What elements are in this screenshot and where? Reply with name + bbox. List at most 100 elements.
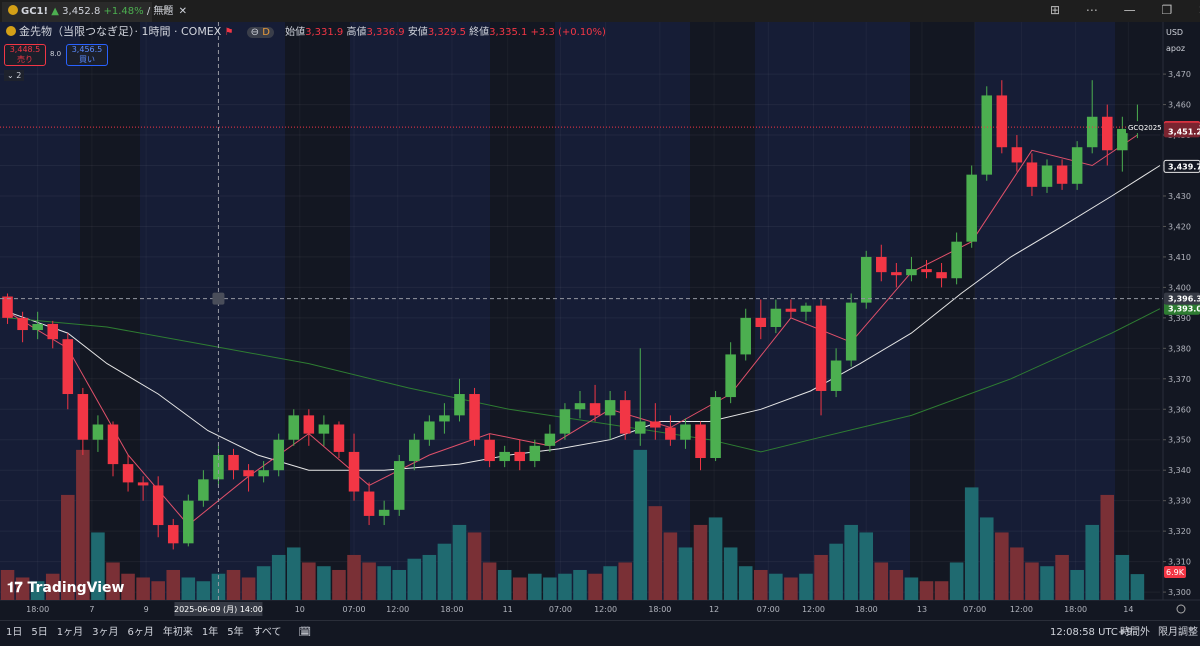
range-button[interactable]: 3ヶ月 xyxy=(92,627,119,638)
range-button[interactable]: 年初来 xyxy=(162,627,193,638)
volume-bar xyxy=(934,581,949,600)
volume-bar xyxy=(603,566,617,600)
tab-price: 3,452.8 xyxy=(62,6,101,17)
candle-body xyxy=(47,323,58,340)
volume-bar xyxy=(196,581,211,600)
candle-body xyxy=(288,415,300,440)
candle-body xyxy=(393,461,405,510)
candle-body xyxy=(860,256,872,303)
tab[interactable]: GC1! ▲ 3,452.8 +1.48% / 無題 ✕ xyxy=(2,2,187,22)
candle-body xyxy=(710,397,721,459)
range-button[interactable]: 1ヶ月 xyxy=(56,627,84,638)
candle-body xyxy=(424,421,435,440)
volume-bar xyxy=(949,562,964,600)
price-label: 3,439.7 xyxy=(1168,162,1200,171)
sell-button[interactable]: 3,448.5 売り xyxy=(4,44,46,66)
y-tick-label: 3,310 xyxy=(1168,558,1191,567)
candle-body xyxy=(996,95,1008,148)
volume-bar xyxy=(0,569,15,600)
candle-body xyxy=(92,424,104,440)
volume-bar xyxy=(407,558,422,600)
candle-body xyxy=(680,424,691,440)
candle-body xyxy=(77,394,89,440)
x-tick-label: 13 xyxy=(917,605,927,614)
adjust[interactable]: 限月調整 xyxy=(1158,627,1198,638)
candle-body xyxy=(755,317,767,327)
volume-bar xyxy=(332,569,346,600)
price-label: 3,396.3 xyxy=(1168,295,1200,304)
volume-bar xyxy=(663,532,678,600)
volume-bar xyxy=(317,566,331,600)
y-tick-label: 3,420 xyxy=(1168,222,1191,231)
candle-body xyxy=(604,400,616,416)
candle-body xyxy=(650,421,661,428)
candle-body xyxy=(936,272,947,279)
candle-body xyxy=(906,269,917,276)
session[interactable]: 時間外 xyxy=(1120,627,1150,638)
volume-bar xyxy=(979,517,994,600)
spread: 8.0 xyxy=(50,50,62,58)
volume-bar xyxy=(30,581,45,600)
candle-body xyxy=(318,424,330,434)
candle-body xyxy=(529,445,541,462)
volume-bar xyxy=(1070,569,1084,600)
volume-bar xyxy=(904,577,919,600)
sell-label: 売り xyxy=(17,55,33,64)
candle-body xyxy=(574,403,586,410)
crosshair-time-bg xyxy=(174,602,263,616)
volume-bar xyxy=(1010,547,1024,600)
logo: 𝟏𝟕 TradingView xyxy=(7,580,125,596)
indicator-toggle[interactable]: ⌄ 2 xyxy=(4,70,25,81)
x-tick-label: 12:00 xyxy=(802,605,825,614)
candle-body xyxy=(303,415,315,434)
range-button[interactable]: 5年 xyxy=(227,627,244,638)
y-tick-label: 3,370 xyxy=(1168,375,1191,384)
candle-body xyxy=(439,415,450,422)
buy-button[interactable]: 3,456.5 買い xyxy=(66,44,108,66)
candle-body xyxy=(1086,116,1098,148)
range-button[interactable]: 1日 xyxy=(6,627,23,638)
y-tick-label: 3,410 xyxy=(1168,253,1191,262)
currency[interactable]: USD xyxy=(1166,28,1184,37)
x-tick-label: 7 xyxy=(89,605,94,614)
change-value: +3.3 (+0.10%) xyxy=(530,27,606,38)
volume-bar xyxy=(919,581,934,600)
x-tick-label: 12:00 xyxy=(594,605,617,614)
y-tick-label: 3,350 xyxy=(1168,436,1191,445)
settings-icon[interactable] xyxy=(1176,604,1186,614)
new-tab[interactable]: + xyxy=(160,2,172,18)
user[interactable]: apoz xyxy=(1166,44,1186,53)
x-tick-label: 18:00 xyxy=(1064,605,1087,614)
candle-body xyxy=(815,305,827,391)
volume-bar xyxy=(769,573,783,600)
low-label: 安値 xyxy=(407,27,428,38)
volume-bar xyxy=(15,577,30,600)
volume-bar xyxy=(136,577,150,600)
volume-bar xyxy=(347,554,361,600)
candle-body xyxy=(167,525,179,544)
tab-title: / 無題 xyxy=(146,6,174,17)
volume-bar xyxy=(543,577,557,600)
volume-bar xyxy=(241,577,256,600)
range-button[interactable]: 6ヶ月 xyxy=(127,627,154,638)
candle-body xyxy=(981,95,993,175)
volume-bar xyxy=(889,569,904,600)
x-tick-label: 18:00 xyxy=(855,605,878,614)
range-button[interactable]: 5日 xyxy=(31,627,48,638)
range-button[interactable]: すべて xyxy=(252,627,282,638)
candle-body xyxy=(559,409,571,434)
x-tick-label: 18:00 xyxy=(440,605,463,614)
candle-body xyxy=(2,296,13,318)
volume-bar xyxy=(271,554,286,600)
y-tick-label: 3,470 xyxy=(1168,70,1191,79)
range-button[interactable]: 1年 xyxy=(201,627,219,638)
window-controls[interactable]: ⊞ ⋯ — ❐ ✕ xyxy=(1050,3,1200,17)
candle-body xyxy=(137,482,149,486)
volume-bar xyxy=(452,524,467,600)
symbol-title: 金先物（当限つなぎ足）· 1時間 · COMEX xyxy=(19,25,222,38)
volume-bar xyxy=(829,543,843,600)
crosshair-time: 2025-06-09 (月) 14:00 xyxy=(174,605,263,614)
y-tick-label: 3,300 xyxy=(1168,588,1191,597)
volume-bar xyxy=(784,577,798,600)
volume-bar xyxy=(61,494,75,600)
